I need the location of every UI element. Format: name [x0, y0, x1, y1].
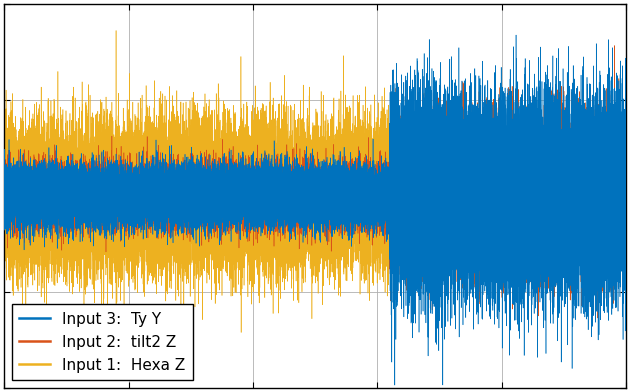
Input 2:  tilt2 Z: (4.77e+04, -1.02): tilt2 Z: (4.77e+04, -1.02) — [594, 316, 602, 320]
Input 1:  Hexa Z: (3.4e+03, 0.08): Hexa Z: (3.4e+03, 0.08) — [43, 184, 50, 189]
Input 2:  tilt2 Z: (3.01e+04, -0.0669): tilt2 Z: (3.01e+04, -0.0669) — [375, 201, 382, 206]
Input 3:  Ty Y: (1.2e+04, -0.347): Ty Y: (1.2e+04, -0.347) — [150, 235, 158, 240]
Input 1:  Hexa Z: (4.12e+04, 1.34): Hexa Z: (4.12e+04, 1.34) — [512, 33, 520, 37]
Input 3:  Ty Y: (1.92e+04, 0.143): Ty Y: (1.92e+04, 0.143) — [239, 176, 246, 181]
Input 1:  Hexa Z: (3.14e+04, -1.58): Hexa Z: (3.14e+04, -1.58) — [391, 383, 399, 387]
Input 2:  tilt2 Z: (4.91e+04, 1.25): tilt2 Z: (4.91e+04, 1.25) — [610, 43, 618, 48]
Input 1:  Hexa Z: (2.71e+04, 0.0164): Hexa Z: (2.71e+04, 0.0164) — [338, 192, 345, 196]
Input 1:  Hexa Z: (1.2e+04, 0.166): Hexa Z: (1.2e+04, 0.166) — [150, 174, 158, 178]
Input 1:  Hexa Z: (5e+04, -0.13): Hexa Z: (5e+04, -0.13) — [622, 209, 629, 214]
Line: Input 2:  tilt2 Z: Input 2: tilt2 Z — [4, 45, 626, 318]
Legend: Input 3:  Ty Y, Input 2:  tilt2 Z, Input 1:  Hexa Z: Input 3: Ty Y, Input 2: tilt2 Z, Input 1… — [12, 305, 193, 380]
Line: Input 3:  Ty Y: Input 3: Ty Y — [4, 31, 626, 340]
Input 1:  Hexa Z: (0, -0.0246): Hexa Z: (0, -0.0246) — [1, 197, 8, 201]
Line: Input 1:  Hexa Z: Input 1: Hexa Z — [4, 35, 626, 385]
Input 2:  tilt2 Z: (1.2e+04, -0.0977): tilt2 Z: (1.2e+04, -0.0977) — [150, 205, 158, 210]
Input 2:  tilt2 Z: (5e+04, 0.0668): tilt2 Z: (5e+04, 0.0668) — [622, 186, 629, 191]
Input 3:  Ty Y: (3.01e+04, -0.134): Ty Y: (3.01e+04, -0.134) — [375, 210, 382, 214]
Input 1:  Hexa Z: (3.71e+04, 0.283): Hexa Z: (3.71e+04, 0.283) — [462, 160, 469, 164]
Input 3:  Ty Y: (3.4e+03, 0.129): Ty Y: (3.4e+03, 0.129) — [43, 178, 50, 183]
Input 1:  Hexa Z: (1.91e+04, 0.101): Hexa Z: (1.91e+04, 0.101) — [239, 181, 246, 186]
Input 2:  tilt2 Z: (0, -0.0932): tilt2 Z: (0, -0.0932) — [1, 205, 8, 210]
Input 3:  Ty Y: (9e+03, 1.38): Ty Y: (9e+03, 1.38) — [112, 28, 120, 33]
Input 3:  Ty Y: (3.71e+04, -0.0357): Ty Y: (3.71e+04, -0.0357) — [462, 198, 469, 203]
Input 2:  tilt2 Z: (2.71e+04, -0.0772): tilt2 Z: (2.71e+04, -0.0772) — [338, 203, 345, 208]
Input 2:  tilt2 Z: (1.91e+04, 0.0275): tilt2 Z: (1.91e+04, 0.0275) — [239, 191, 246, 195]
Input 2:  tilt2 Z: (3.4e+03, -0.0658): tilt2 Z: (3.4e+03, -0.0658) — [43, 201, 50, 206]
Input 2:  tilt2 Z: (3.71e+04, 0.365): tilt2 Z: (3.71e+04, 0.365) — [462, 150, 469, 154]
Input 3:  Ty Y: (5e+04, -0.0296): Ty Y: (5e+04, -0.0296) — [622, 197, 629, 202]
Input 1:  Hexa Z: (3.01e+04, 0.0229): Hexa Z: (3.01e+04, 0.0229) — [375, 191, 382, 196]
Input 3:  Ty Y: (0, -0.483): Ty Y: (0, -0.483) — [1, 252, 8, 256]
Input 3:  Ty Y: (2.71e+04, -0.09): Ty Y: (2.71e+04, -0.09) — [338, 205, 345, 209]
Input 3:  Ty Y: (6.42e+03, -1.2): Ty Y: (6.42e+03, -1.2) — [80, 338, 88, 343]
